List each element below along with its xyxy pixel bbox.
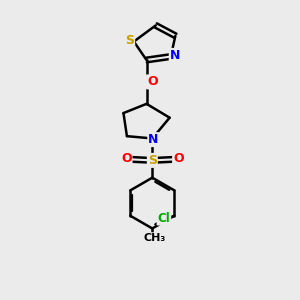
Text: O: O [173,152,184,165]
Text: O: O [121,152,131,165]
Text: Cl: Cl [158,212,170,225]
Text: N: N [148,133,159,146]
Text: N: N [170,49,180,62]
Text: S: S [125,34,134,47]
Text: CH₃: CH₃ [144,233,166,243]
Text: S: S [148,154,157,167]
Text: O: O [147,75,158,88]
